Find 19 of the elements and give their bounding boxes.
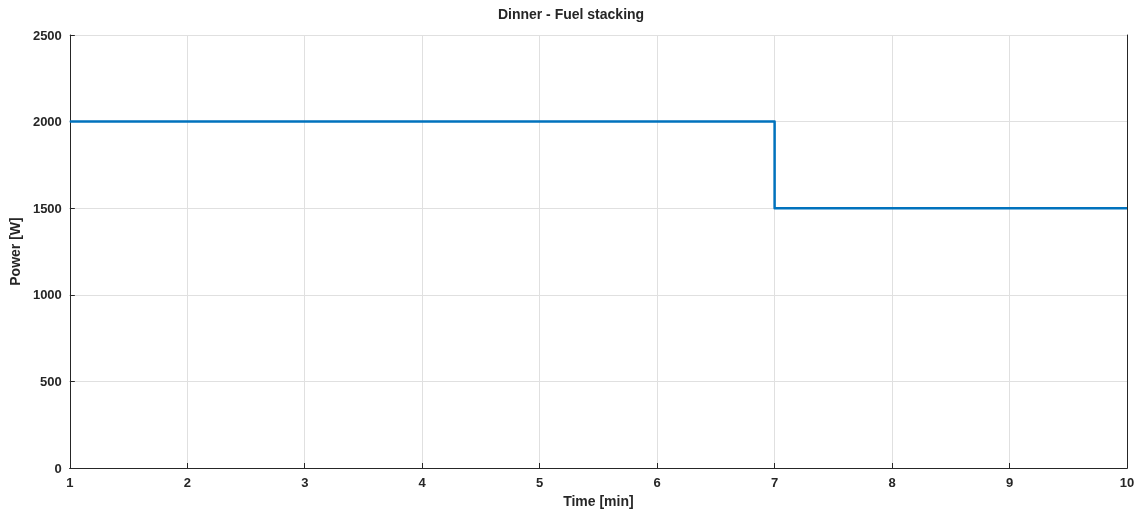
x-tick-label: 2 bbox=[183, 475, 191, 490]
x-tick-label: 8 bbox=[888, 475, 896, 490]
chart-title: Dinner - Fuel stacking bbox=[497, 6, 645, 22]
x-tick-label: 6 bbox=[653, 475, 661, 490]
x-tick-label: 9 bbox=[1005, 475, 1014, 490]
y-tick-label: 1000 bbox=[32, 287, 62, 303]
y-tick-label: 1500 bbox=[32, 200, 62, 216]
y-tick-label: 500 bbox=[40, 373, 62, 389]
y-tick-label: 0 bbox=[54, 460, 62, 476]
x-tick-label: 3 bbox=[301, 475, 309, 490]
x-axis-title: Time [min] bbox=[563, 492, 634, 509]
x-tick-label: 4 bbox=[418, 475, 427, 490]
y-tick-label: 2000 bbox=[32, 114, 62, 130]
x-tick-label: 7 bbox=[770, 475, 779, 490]
y-tick-label: 2500 bbox=[32, 27, 62, 43]
x-tick-label: 1 bbox=[66, 475, 74, 490]
y-axis-title: Power [W] bbox=[7, 217, 23, 286]
x-tick-label: 10 bbox=[1119, 475, 1135, 490]
x-tick-label: 5 bbox=[536, 475, 544, 490]
